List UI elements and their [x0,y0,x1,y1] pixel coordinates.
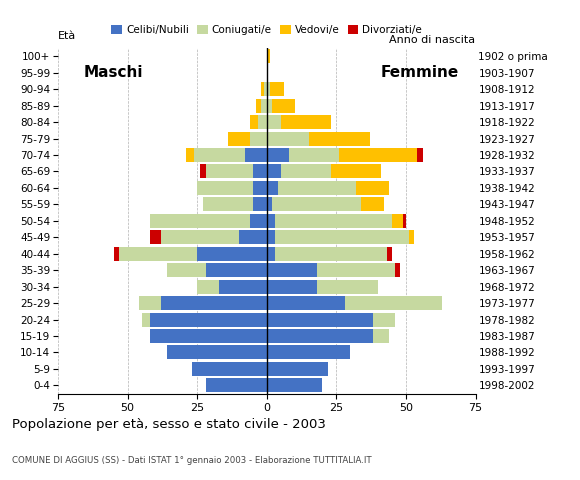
Bar [345,296,442,310]
Bar [267,214,275,228]
Bar [119,247,197,261]
Bar [267,148,289,162]
Bar [409,230,414,244]
Bar [161,296,267,310]
Bar [166,263,205,277]
Bar [150,230,161,244]
Bar [267,296,345,310]
Bar [278,181,356,195]
Bar [270,82,284,96]
Bar [361,197,384,211]
Bar [317,280,378,294]
Bar [200,165,205,179]
Bar [267,230,275,244]
Bar [197,181,253,195]
Bar [267,378,322,392]
Bar [273,197,361,211]
Bar [250,132,267,145]
Bar [114,247,119,261]
Bar [392,214,403,228]
Bar [273,98,295,113]
Legend: Celibi/Nubili, Coniugati/e, Vedovi/e, Divorziati/e: Celibi/Nubili, Coniugati/e, Vedovi/e, Di… [107,21,426,39]
Bar [289,148,339,162]
Bar [161,230,239,244]
Bar [205,263,267,277]
Bar [267,280,317,294]
Bar [205,378,267,392]
Bar [166,346,267,360]
Bar [356,181,389,195]
Bar [253,197,267,211]
Bar [267,197,273,211]
Bar [150,214,250,228]
Bar [261,98,267,113]
Bar [194,148,245,162]
Bar [372,312,395,326]
Bar [395,263,400,277]
Text: Anno di nascita: Anno di nascita [390,35,476,45]
Bar [142,312,150,326]
Bar [403,214,406,228]
Bar [267,82,270,96]
Bar [331,165,381,179]
Bar [267,312,372,326]
Bar [139,296,161,310]
Bar [275,247,386,261]
Bar [281,115,331,129]
Bar [281,165,331,179]
Bar [267,346,350,360]
Bar [186,148,194,162]
Bar [267,247,275,261]
Text: Femmine: Femmine [381,65,459,80]
Bar [253,181,267,195]
Bar [256,98,261,113]
Bar [267,49,270,63]
Bar [205,165,253,179]
Text: Maschi: Maschi [84,65,143,80]
Bar [275,230,409,244]
Bar [203,197,253,211]
Bar [339,148,417,162]
Bar [150,312,267,326]
Bar [267,132,309,145]
Bar [239,230,267,244]
Bar [267,165,281,179]
Bar [228,132,250,145]
Bar [219,280,267,294]
Text: Età: Età [58,31,76,41]
Bar [267,98,273,113]
Bar [317,263,395,277]
Bar [267,362,328,376]
Text: COMUNE DI AGGIUS (SS) - Dati ISTAT 1° gennaio 2003 - Elaborazione TUTTITALIA.IT: COMUNE DI AGGIUS (SS) - Dati ISTAT 1° ge… [12,456,371,465]
Bar [250,214,267,228]
Bar [150,329,267,343]
Bar [259,115,267,129]
Bar [275,214,392,228]
Bar [372,329,389,343]
Bar [250,115,259,129]
Bar [267,263,317,277]
Bar [261,82,264,96]
Bar [267,329,372,343]
Bar [245,148,267,162]
Bar [386,247,392,261]
Bar [267,181,278,195]
Bar [267,115,281,129]
Bar [253,165,267,179]
Bar [197,247,267,261]
Bar [309,132,370,145]
Bar [264,82,267,96]
Bar [197,280,219,294]
Bar [417,148,423,162]
Bar [191,362,267,376]
Text: Popolazione per età, sesso e stato civile - 2003: Popolazione per età, sesso e stato civil… [12,418,325,431]
